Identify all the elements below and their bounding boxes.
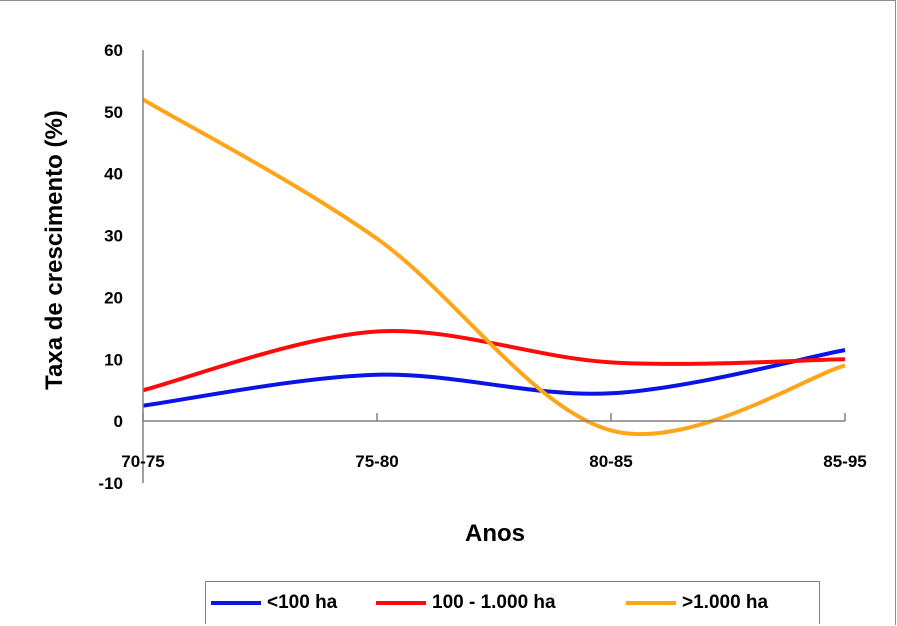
x-tick-label: 80-85	[589, 452, 632, 471]
series-line-0	[142, 348, 846, 408]
y-axis-title: Taxa de crescimento (%)	[41, 110, 68, 390]
y-tick-label: -10	[98, 474, 123, 493]
y-tick-label: 0	[114, 412, 123, 431]
legend-label-lt100: <100 ha	[267, 592, 338, 613]
legend: <100 ha 100 - 1.000 ha >1.000 ha	[205, 581, 820, 624]
legend-swatch-100-1000	[376, 601, 426, 605]
legend-label-100-1000: 100 - 1.000 ha	[432, 592, 556, 613]
x-tick-label: 75-80	[355, 452, 398, 471]
x-axis-title: Anos	[465, 520, 525, 547]
y-tick-label: 50	[104, 103, 123, 122]
y-tick-label: 30	[104, 227, 123, 246]
legend-label-gt1000: >1.000 ha	[682, 592, 769, 613]
legend-swatch-lt100	[211, 601, 261, 605]
x-tick-label: 85-95	[823, 452, 866, 471]
y-tick-label: 60	[104, 41, 123, 60]
series-line-2	[141, 97, 846, 437]
y-tick-label: 20	[104, 288, 123, 307]
legend-swatch-gt1000	[626, 601, 676, 605]
series-line-1	[142, 328, 846, 393]
series-layer	[141, 97, 846, 437]
plot-area	[143, 50, 845, 483]
tick-layer: 60 50 40 30 20 10 0 -10 70-75 75-80 80-85 85-95	[98, 41, 866, 493]
y-tick-label: 40	[104, 165, 123, 184]
legend-entry-100-1000: 100 - 1.000 ha	[376, 590, 556, 616]
x-tick-label: 70-75	[121, 452, 164, 471]
legend-entry-gt1000: >1.000 ha	[626, 590, 768, 616]
y-tick-label: 10	[104, 350, 123, 369]
legend-entry-lt100: <100 ha	[211, 590, 337, 616]
